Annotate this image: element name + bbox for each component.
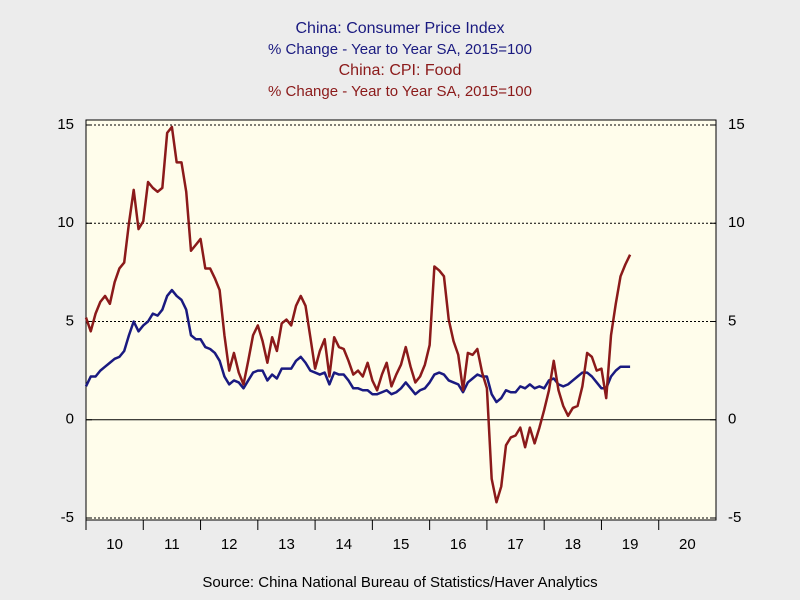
x-tick-label: 10 xyxy=(106,536,123,553)
y2-tick-label: 0 xyxy=(728,411,736,428)
series-line xyxy=(84,125,632,504)
x-tick-label: 13 xyxy=(278,536,295,553)
x-tick-label: 14 xyxy=(335,536,352,553)
title: China: Consumer Price Index xyxy=(296,20,505,37)
y-tick-label: 5 xyxy=(66,312,74,329)
x-tick-label: 18 xyxy=(564,536,581,553)
x-tick-label: 17 xyxy=(507,536,524,553)
x-tick-label: 11 xyxy=(164,536,180,553)
y2-tick-label: 15 xyxy=(728,116,745,133)
y2-tick-label: -5 xyxy=(728,509,741,526)
y2-tick-label: 5 xyxy=(728,312,736,329)
y-tick-label: -5 xyxy=(61,509,74,526)
x-tick-label: 16 xyxy=(450,536,467,553)
y2-tick-label: 10 xyxy=(728,214,745,231)
source: Source: China National Bureau of Statist… xyxy=(202,574,597,591)
y-tick-label: 0 xyxy=(66,411,74,428)
x-tick-label: 19 xyxy=(622,536,639,553)
title: China: CPI: Food xyxy=(339,62,462,79)
x-tick-label: 15 xyxy=(393,536,410,553)
subtitle: % Change - Year to Year SA, 2015=100 xyxy=(268,83,532,100)
x-tick-label: 12 xyxy=(221,536,238,553)
subtitle: % Change - Year to Year SA, 2015=100 xyxy=(268,41,532,58)
series-line xyxy=(84,288,631,404)
x-tick-label: 20 xyxy=(679,536,696,553)
y-tick-label: 10 xyxy=(57,214,74,231)
y-tick-label: 15 xyxy=(57,116,74,133)
plot-area xyxy=(85,119,717,521)
